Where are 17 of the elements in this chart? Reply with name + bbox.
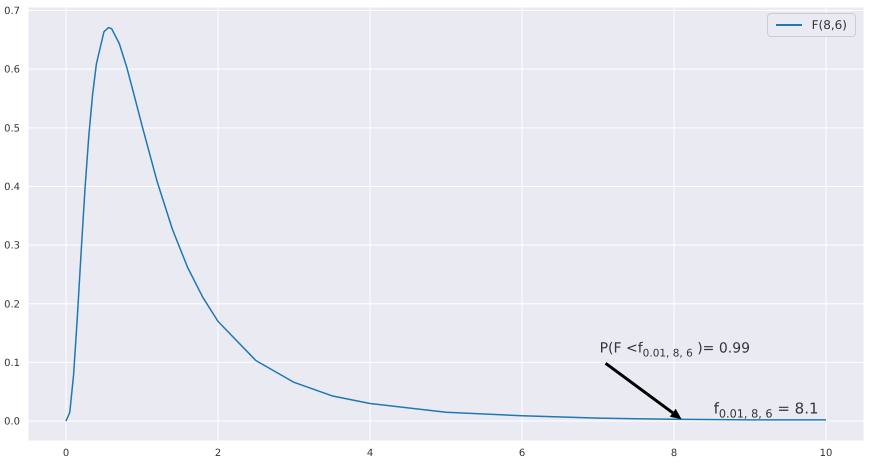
y-tick-label: 0.1 <box>4 358 20 369</box>
y-tick-label: 0.0 <box>4 416 20 428</box>
x-tick-label: 6 <box>518 448 526 460</box>
y-tick-label: 0.7 <box>4 6 20 18</box>
y-tick-label: 0.2 <box>4 299 20 310</box>
x-tick-label: 0 <box>62 448 70 460</box>
x-tick-label: 8 <box>670 448 678 460</box>
x-tick-label: 10 <box>820 448 832 460</box>
y-tick-label: 0.4 <box>4 182 20 194</box>
annotation: P(F <f$_{0.01, 8, 6}$)= 0.99 <box>600 340 750 360</box>
y-tick-label: 0.5 <box>4 123 20 134</box>
legend-label: F(8,6) <box>812 18 847 32</box>
y-tick-label: 0.6 <box>4 64 20 76</box>
y-tick-label: 0.3 <box>4 240 20 252</box>
annotation: f$_{0.01, 8, 6}$ = 8.1 <box>714 399 819 420</box>
x-tick-label: 2 <box>214 448 222 460</box>
x-tick-label: 4 <box>366 448 374 460</box>
